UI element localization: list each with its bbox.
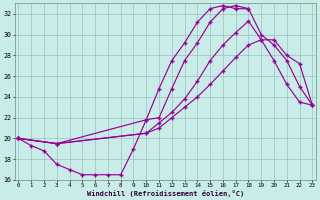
X-axis label: Windchill (Refroidissement éolien,°C): Windchill (Refroidissement éolien,°C): [87, 190, 244, 197]
